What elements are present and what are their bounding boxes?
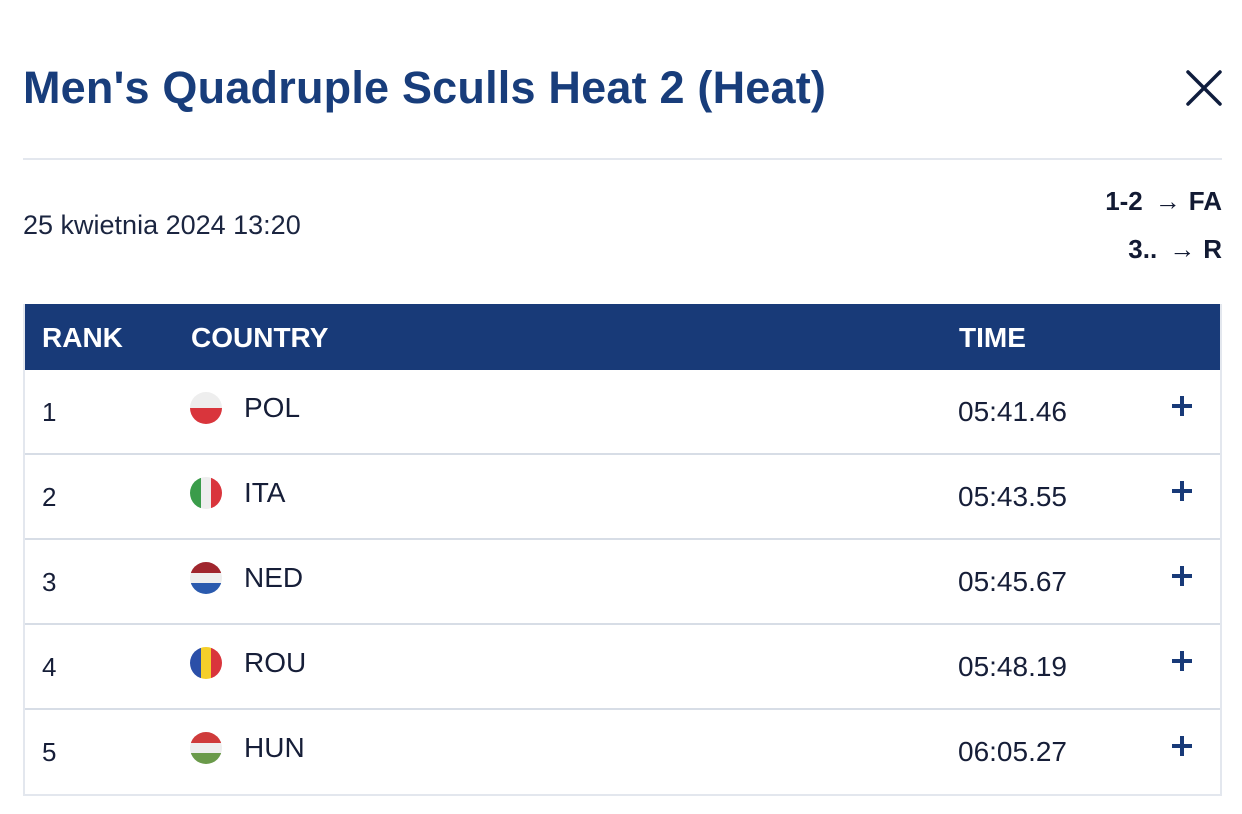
progression-target: FA — [1188, 186, 1222, 216]
table-row[interactable]: 3 NED 05:45.67 — [25, 540, 1220, 625]
country-cell: NED — [244, 562, 304, 593]
country-cell: HUN — [244, 732, 305, 763]
rank-cell: 3 — [42, 567, 57, 597]
time-cell: 05:41.46 — [958, 396, 1067, 427]
italy-flag-icon — [190, 477, 222, 509]
close-icon[interactable] — [1180, 64, 1228, 112]
expand-row-button[interactable] — [1170, 394, 1194, 418]
netherlands-flag-icon — [190, 562, 222, 594]
progression-target: R — [1203, 234, 1222, 264]
expand-row-button[interactable] — [1170, 479, 1194, 503]
column-header-time: TIME — [959, 322, 1026, 353]
arrow-right-icon: → — [1169, 234, 1196, 264]
column-header-rank: RANK — [42, 322, 123, 353]
country-cell: ROU — [244, 647, 307, 678]
header-divider — [23, 158, 1222, 160]
table-row[interactable]: 4 ROU 05:48.19 — [25, 625, 1220, 710]
expand-row-button[interactable] — [1170, 649, 1194, 673]
plus-icon[interactable] — [1170, 479, 1194, 503]
arrow-right-icon: → — [1154, 186, 1181, 216]
time-cell: 06:05.27 — [958, 736, 1067, 767]
plus-icon[interactable] — [1170, 734, 1194, 758]
table-row[interactable]: 1 POL 05:41.46 — [25, 370, 1220, 455]
romania-flag-icon — [190, 647, 222, 679]
results-table: RANK COUNTRY TIME 1 POL 05:41.46 — [23, 304, 1222, 796]
expand-row-button[interactable] — [1170, 564, 1194, 588]
rank-cell: 1 — [42, 397, 57, 427]
plus-icon[interactable] — [1170, 394, 1194, 418]
plus-icon[interactable] — [1170, 649, 1194, 673]
poland-flag-icon — [190, 392, 222, 424]
progression-rule: 1-2 → FA — [1105, 183, 1222, 219]
time-cell: 05:48.19 — [958, 651, 1067, 682]
table-header: RANK COUNTRY TIME — [25, 304, 1220, 370]
hungary-flag-icon — [190, 732, 222, 764]
progression-rules: 1-2 → FA 3.. → R — [1105, 183, 1222, 279]
column-header-country: COUNTRY — [191, 322, 329, 353]
expand-row-button[interactable] — [1170, 734, 1194, 758]
time-cell: 05:45.67 — [958, 566, 1067, 597]
country-cell: ITA — [244, 477, 286, 508]
table-row[interactable]: 5 HUN 06:05.27 — [25, 710, 1220, 794]
country-cell: POL — [244, 392, 301, 423]
rank-cell: 4 — [42, 652, 57, 682]
progression-rule: 3.. → R — [1105, 231, 1222, 267]
plus-icon[interactable] — [1170, 564, 1194, 588]
progression-places: 3.. — [1128, 234, 1158, 264]
close-button[interactable] — [1180, 64, 1228, 112]
progression-places: 1-2 — [1105, 186, 1143, 216]
page-title: Men's Quadruple Sculls Heat 2 (Heat) — [23, 62, 827, 113]
race-date: 25 kwietnia 2024 13:20 — [23, 210, 301, 240]
rank-cell: 5 — [42, 737, 57, 767]
rank-cell: 2 — [42, 482, 57, 512]
time-cell: 05:43.55 — [958, 481, 1067, 512]
table-row[interactable]: 2 ITA 05:43.55 — [25, 455, 1220, 540]
